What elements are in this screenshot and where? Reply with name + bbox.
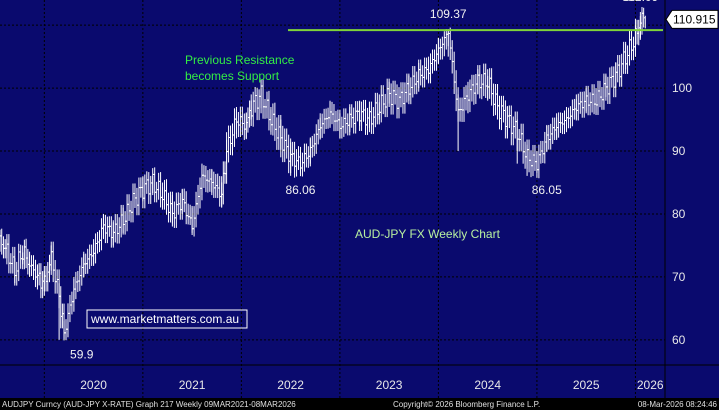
x-axis-ticks: 2020 2021 2022 2023 2024 2025 2026 (80, 378, 664, 392)
peak-label: 112.09 (622, 0, 658, 4)
peak-label: 109.37 (430, 7, 467, 21)
footer-bar (0, 398, 719, 410)
last-price-label: 110.915 (673, 12, 716, 26)
last-price-marker: 110.915 (665, 9, 719, 29)
y-tick-label: 100 (672, 81, 692, 95)
peak-labels: 109.37 112.09 (430, 0, 659, 21)
trough-label: 59.9 (70, 347, 94, 361)
trough-label: 86.06 (285, 183, 315, 197)
plot-area (0, 0, 665, 365)
time-axis (0, 365, 719, 398)
y-tick-label: 90 (672, 144, 686, 158)
grid (0, 0, 719, 398)
last-price-tag (665, 9, 719, 29)
x-tick-label: 2020 (80, 378, 107, 392)
x-tick-label: 2025 (573, 378, 600, 392)
website-link[interactable]: www.marketmatters.com.au (90, 312, 239, 326)
chart-title: AUD-JPY FX Weekly Chart (355, 227, 501, 241)
x-tick-label: 2023 (376, 378, 403, 392)
footer-timestamp: 08-Mar-2026 08:24:46 (638, 400, 718, 409)
ohlc-bars (0, 7, 646, 341)
y-tick-label: 70 (672, 270, 686, 284)
y-tick-label: 80 (672, 207, 686, 221)
footer-ticker-info: AUDJPY Curncy (AUD-JPY X-RATE) Graph 217… (2, 400, 296, 409)
y-axis-ticks: 60 70 80 90 100 (672, 81, 692, 347)
x-tick-label: 2026 (637, 378, 664, 392)
x-tick-label: 2024 (474, 378, 501, 392)
footer-copyright: Copyright© 2026 Bloomberg Finance L.P. (393, 400, 540, 409)
trough-labels: 86.06 59.9 86.05 (70, 183, 562, 362)
y-tick-label: 60 (672, 333, 686, 347)
price-axis (665, 0, 719, 398)
website-box[interactable]: www.marketmatters.com.au (86, 309, 248, 329)
x-tick-label: 2022 (277, 378, 304, 392)
website-box-border (86, 309, 248, 329)
resistance-annotation-line-1: Previous Resistance (185, 53, 295, 67)
x-tick-label: 2021 (179, 378, 206, 392)
trough-label: 86.05 (532, 183, 562, 197)
resistance-annotation-line-2: becomes Support (185, 69, 280, 83)
